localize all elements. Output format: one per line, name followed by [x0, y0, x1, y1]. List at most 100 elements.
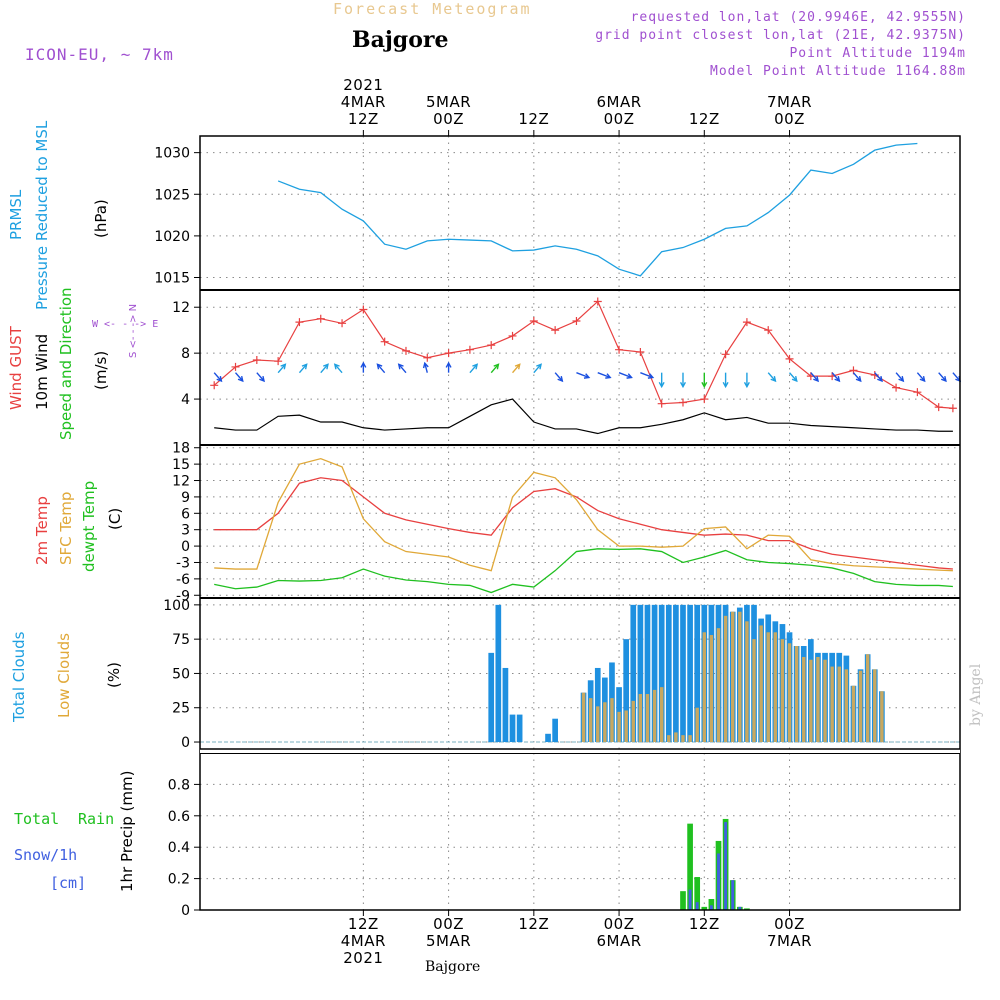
time-label-line: 4MAR [340, 93, 386, 111]
gust-point [551, 326, 560, 335]
wind-direction-arrow [511, 363, 521, 374]
wind-direction-arrow [916, 372, 926, 382]
time-label-line: 00Z [433, 110, 465, 128]
wind-arrow-head [919, 375, 926, 383]
y-tick-label: 0 [181, 539, 190, 555]
wind-arrow-head [647, 373, 655, 379]
low-cloud-bar [830, 666, 834, 743]
low-cloud-bar [617, 711, 621, 743]
gust-point [231, 362, 240, 371]
y-tick-label: 9 [181, 490, 190, 506]
time-label-line: 7MAR [766, 93, 813, 111]
gust-point [934, 403, 943, 412]
gust-point [487, 341, 496, 350]
low-cloud-bar [638, 694, 643, 743]
rain-bar [687, 823, 693, 910]
gust-point [700, 395, 709, 404]
gust-point [636, 348, 645, 356]
wind-direction-arrow [376, 363, 386, 374]
gust-point [508, 331, 517, 340]
wind-direction-arrow [213, 372, 222, 382]
low-cloud-bar [631, 700, 635, 743]
total-cloud-bar [623, 639, 630, 743]
top-time-label: 12Z [664, 77, 744, 128]
bottom-time-label: 12Z [494, 916, 574, 967]
y-tick-label: 0.8 [168, 777, 190, 793]
wind-arrow-head [333, 363, 340, 370]
rain-bar [708, 899, 715, 910]
gust-point [210, 381, 219, 390]
temp-sfc-line [214, 457, 953, 572]
snow-bar [724, 822, 728, 910]
time-label-line: 12Z [688, 915, 720, 933]
wind-arrow-head [898, 375, 905, 383]
wind-direction-arrow [490, 363, 499, 374]
chart-main-title: Forecast Meteogram [333, 0, 532, 18]
gust-point [948, 404, 957, 413]
time-label-line: 00Z [603, 110, 635, 128]
low-cloud-bar [844, 669, 849, 743]
wind-arrow-head [813, 375, 819, 383]
wind-direction-arrow [810, 372, 819, 382]
wind-direction-arrow [554, 372, 563, 382]
gust-point [785, 354, 794, 363]
low-cloud-bar [787, 643, 792, 743]
low-cloud-bar [738, 611, 742, 743]
gust-point [913, 388, 922, 397]
low-cloud-bar [659, 687, 664, 743]
wind-direction-arrow [640, 372, 654, 379]
low-cloud-bar [759, 625, 763, 743]
low-cloud-bar [873, 669, 877, 743]
model-label: ICON-EU, ~ 7km [25, 45, 174, 64]
gust-point [572, 317, 581, 325]
wind-arrow-head [323, 363, 329, 370]
y-tick-label: 12 [172, 474, 190, 490]
low-cloud-bar [809, 659, 813, 743]
rain-bar [744, 908, 750, 910]
y-tick-label: 0 [181, 903, 190, 919]
wind-direction-arrow [424, 363, 428, 373]
wind-arrow-head [658, 381, 665, 389]
total-cloud-bar [665, 604, 672, 743]
gust-point [401, 346, 410, 355]
low-cloud-bar [681, 735, 685, 743]
time-label-line: 00Z [603, 915, 635, 933]
time-label-line: 12Z [518, 915, 550, 933]
y-tick-label: -3 [176, 555, 190, 571]
rain-bar [694, 877, 701, 910]
total-cloud-bar [651, 604, 658, 743]
low-cloud-bar [588, 698, 593, 743]
snow-bar [695, 902, 699, 910]
y-tick-label: 15 [172, 457, 190, 473]
time-label-line: 6MAR [596, 932, 642, 950]
wind-direction-arrow [334, 363, 343, 374]
time-label-line: 12Z [347, 110, 379, 128]
total-cloud-bar [637, 604, 644, 743]
top-time-label: 12Z [494, 77, 574, 128]
low-cloud-bar [773, 632, 778, 743]
low-cloud-bar [851, 685, 856, 743]
time-label-line: 4MAR [340, 932, 386, 950]
gust-point [657, 399, 666, 408]
wind-arrow-head [301, 363, 308, 370]
pressure-line [277, 142, 918, 277]
wind-arrow-head [280, 363, 287, 370]
bottom-time-label: 00Z 6MAR [579, 916, 659, 967]
low-cloud-bar [709, 635, 714, 743]
low-cloud-bar [837, 666, 841, 743]
y-tick-label: 100 [163, 598, 190, 614]
gust-point [359, 305, 368, 314]
wind-direction-arrow [874, 372, 883, 382]
gust-point [338, 319, 347, 328]
wind-direction-arrow [852, 372, 862, 382]
top-time-label: 2021 4MAR 12Z [323, 77, 403, 128]
low-cloud-bar [603, 702, 607, 743]
wind-direction-arrow [789, 372, 798, 382]
low-cloud-bar [688, 735, 692, 743]
footer-location: Bajgore [425, 959, 481, 975]
wind-arrow-head [743, 381, 750, 389]
low-cloud-bar [816, 656, 820, 743]
total-cloud-bar [594, 667, 601, 743]
gust-point [295, 318, 304, 327]
wind-direction-arrow [234, 372, 244, 382]
